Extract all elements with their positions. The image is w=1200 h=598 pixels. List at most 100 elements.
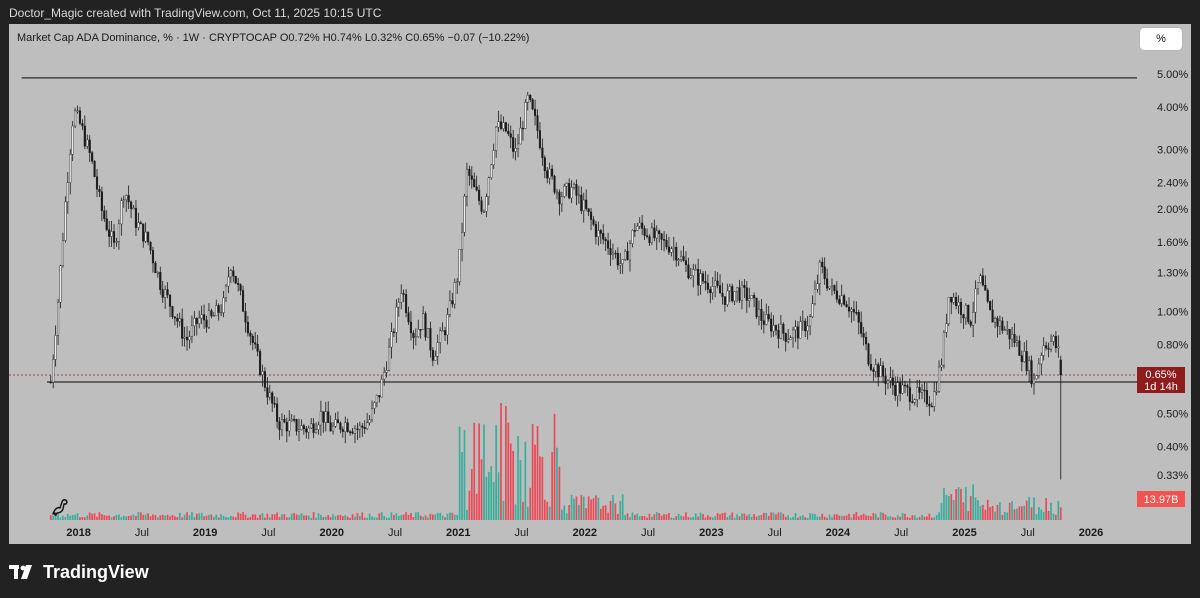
candle-body[interactable] xyxy=(699,273,702,286)
candle-body[interactable] xyxy=(740,285,743,301)
percent-scale-button[interactable]: % xyxy=(1140,28,1182,50)
candle-body[interactable] xyxy=(71,125,74,155)
candle-body[interactable] xyxy=(565,183,568,187)
candle-body[interactable] xyxy=(833,285,836,291)
candle-body[interactable] xyxy=(254,342,257,345)
candle-body[interactable] xyxy=(387,346,391,371)
candle-body[interactable] xyxy=(256,343,259,352)
candle-body[interactable] xyxy=(402,293,405,295)
candle-body[interactable] xyxy=(896,382,899,396)
candle-body[interactable] xyxy=(534,108,537,116)
candle-body[interactable] xyxy=(1054,336,1057,349)
candle-body[interactable] xyxy=(945,323,948,333)
candle-body[interactable] xyxy=(563,185,566,197)
candle-body[interactable] xyxy=(451,300,454,305)
candle-body[interactable] xyxy=(283,419,286,423)
candle-body[interactable] xyxy=(942,332,945,366)
candle-body[interactable] xyxy=(249,332,252,337)
candle-body[interactable] xyxy=(755,297,758,318)
candle-body[interactable] xyxy=(809,316,812,327)
candle-body[interactable] xyxy=(290,419,293,421)
candle-body[interactable] xyxy=(716,280,719,286)
candle-body[interactable] xyxy=(185,336,189,341)
candle-body[interactable] xyxy=(599,230,602,234)
candle-body[interactable] xyxy=(714,280,717,287)
candle-body[interactable] xyxy=(624,250,627,260)
candle-body[interactable] xyxy=(541,147,544,158)
candle-body[interactable] xyxy=(193,318,196,327)
candle-body[interactable] xyxy=(879,365,882,378)
candle-body[interactable] xyxy=(439,330,442,343)
candle-body[interactable] xyxy=(470,175,473,180)
candle-body[interactable] xyxy=(560,196,563,205)
candle-body[interactable] xyxy=(933,391,936,407)
candle-body[interactable] xyxy=(813,289,817,304)
candle-body[interactable] xyxy=(473,179,476,188)
candle-body[interactable] xyxy=(692,269,695,276)
candle-body[interactable] xyxy=(358,425,361,430)
candle-body[interactable] xyxy=(555,191,559,194)
candle-body[interactable] xyxy=(589,211,593,220)
candle-body[interactable] xyxy=(794,326,797,331)
candle-body[interactable] xyxy=(456,281,459,284)
candle-body[interactable] xyxy=(305,428,308,433)
candle-body[interactable] xyxy=(159,272,162,290)
candle-body[interactable] xyxy=(828,286,831,289)
candle-body[interactable] xyxy=(665,239,668,248)
candle-body[interactable] xyxy=(480,200,483,212)
candle-body[interactable] xyxy=(397,302,400,308)
candle-body[interactable] xyxy=(188,336,191,341)
candle-body[interactable] xyxy=(390,331,393,348)
candle-body[interactable] xyxy=(461,232,464,250)
candle-body[interactable] xyxy=(923,389,926,392)
candle-body[interactable] xyxy=(867,343,870,365)
candle-body[interactable] xyxy=(190,325,193,337)
candle-body[interactable] xyxy=(568,183,571,199)
candle-body[interactable] xyxy=(424,313,427,338)
candle-body[interactable] xyxy=(516,143,520,149)
candle-body[interactable] xyxy=(412,332,415,338)
candle-body[interactable] xyxy=(964,304,967,319)
candle-body[interactable] xyxy=(855,312,858,314)
candle-body[interactable] xyxy=(984,285,987,291)
candle-body[interactable] xyxy=(446,314,449,336)
candle-body[interactable] xyxy=(431,349,434,361)
candle-body[interactable] xyxy=(1011,333,1014,340)
candle-body[interactable] xyxy=(835,290,838,300)
candle-body[interactable] xyxy=(443,330,447,336)
candle-body[interactable] xyxy=(127,195,130,203)
candle-body[interactable] xyxy=(930,405,933,408)
candle-body[interactable] xyxy=(680,256,683,260)
candle-body[interactable] xyxy=(689,275,692,279)
candle-body[interactable] xyxy=(619,263,622,266)
candle-body[interactable] xyxy=(319,411,322,426)
candle-body[interactable] xyxy=(502,122,505,129)
candle-body[interactable] xyxy=(1032,378,1036,385)
candle-body[interactable] xyxy=(122,199,125,201)
candle-body[interactable] xyxy=(1001,320,1004,331)
candle-body[interactable] xyxy=(757,308,761,318)
candle-body[interactable] xyxy=(670,248,673,253)
candle-body[interactable] xyxy=(353,428,357,434)
candle-body[interactable] xyxy=(239,284,242,291)
candle-body[interactable] xyxy=(843,295,846,305)
candle-body[interactable] xyxy=(86,139,89,147)
candle-body[interactable] xyxy=(947,297,950,324)
candle-body[interactable] xyxy=(108,229,111,237)
candle-body[interactable] xyxy=(57,302,60,336)
candle-body[interactable] xyxy=(697,269,700,286)
candle-body[interactable] xyxy=(796,326,799,339)
candle-body[interactable] xyxy=(767,314,770,320)
candle-body[interactable] xyxy=(1018,340,1021,356)
candle-body[interactable] xyxy=(147,231,150,243)
candle-body[interactable] xyxy=(385,370,388,373)
candle-body[interactable] xyxy=(704,281,707,284)
candle-body[interactable] xyxy=(142,223,145,242)
candle-body[interactable] xyxy=(295,419,298,432)
candle-body[interactable] xyxy=(168,294,172,307)
candle-body[interactable] xyxy=(64,201,67,241)
candle-body[interactable] xyxy=(811,303,814,317)
candle-body[interactable] xyxy=(553,175,556,193)
candle-body[interactable] xyxy=(709,289,712,294)
candle-body[interactable] xyxy=(91,152,94,162)
